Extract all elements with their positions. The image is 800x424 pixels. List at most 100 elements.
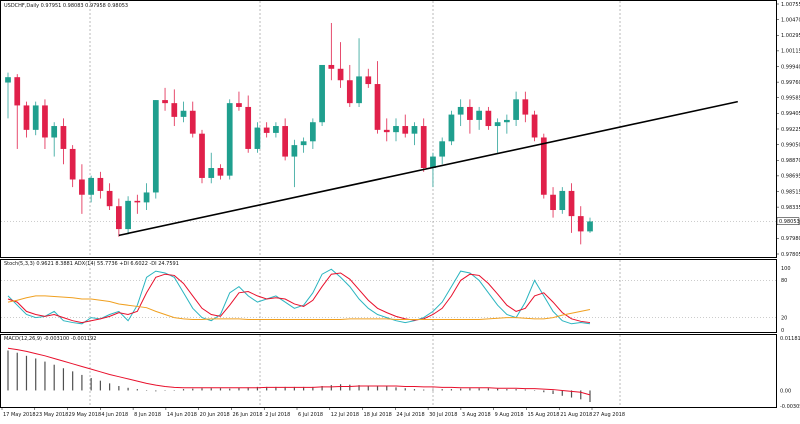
macd-histogram — [7, 347, 591, 402]
bull-candle — [319, 64, 325, 123]
macd-indicator-label: MACD(12,26,9) -0.003100 -0.001192 — [4, 336, 96, 342]
price-axis-label: 0.98335 — [781, 205, 800, 211]
price-axis-label: 0.98515 — [781, 189, 800, 195]
macd-axis-label: 0.011813 — [780, 336, 800, 342]
price-axis-label: 0.99405 — [781, 111, 800, 117]
price-axis-label: 0.99760 — [781, 80, 800, 86]
time-axis-label: 26 Jun 2018 — [232, 412, 262, 418]
bull-candle — [439, 141, 446, 157]
bear-candle — [577, 216, 584, 232]
bear-candle — [134, 200, 141, 203]
bear-candle — [199, 133, 205, 178]
time-axis-label: 20 Jun 2018 — [200, 412, 230, 418]
bear-candle — [106, 190, 113, 207]
macd-signal-line — [7, 347, 591, 396]
candlestick-series — [5, 22, 593, 245]
bull-candle — [180, 110, 187, 117]
bear-candle — [337, 68, 344, 81]
time-axis-label: 30 Jul 2018 — [429, 412, 457, 418]
bear-candle — [568, 190, 575, 217]
time-axis-label: 14 Jun 2018 — [167, 412, 197, 418]
time-axis-label: 24 Jul 2018 — [396, 412, 424, 418]
bull-candle — [476, 110, 483, 120]
time-axis-label: 8 Jun 2018 — [134, 412, 161, 418]
time-axis-label: 3 Aug 2018 — [462, 412, 491, 418]
current-price-tag — [776, 217, 800, 225]
bull-candle — [513, 99, 519, 120]
price-axis-label: 1.00470 — [781, 17, 800, 23]
price-axis-label: 0.99225 — [781, 127, 800, 133]
adx-line — [7, 295, 591, 320]
time-axis-label: 27 Aug 2018 — [593, 412, 625, 418]
bear-candle — [14, 77, 21, 106]
bear-candle — [263, 127, 270, 133]
bear-candle — [42, 105, 48, 138]
price-axis-label: 1.00755 — [781, 2, 800, 8]
time-axis-label: 9 Aug 2018 — [495, 412, 524, 418]
time-axis-label: 17 May 2018 — [3, 412, 36, 418]
bear-candle — [171, 103, 178, 117]
bull-candle — [32, 105, 39, 130]
bull-candle — [152, 100, 159, 193]
price-axis-label: 0.98695 — [781, 174, 800, 180]
bull-candle — [494, 122, 501, 127]
bear-candle — [420, 126, 427, 169]
bear-candle — [365, 76, 372, 85]
bear-candle — [69, 148, 76, 180]
bear-candle — [383, 129, 390, 133]
current-price-value: 0.98053 — [779, 219, 800, 225]
bear-candle — [236, 103, 242, 107]
bear-candle — [245, 106, 252, 149]
macd-axis-label: -0.003051 — [780, 404, 800, 410]
stoch-axis-label: 20 — [781, 315, 787, 321]
bear-candle — [531, 114, 538, 138]
time-axis-label: 2 Jul 2018 — [265, 412, 290, 418]
trendline[interactable] — [118, 100, 738, 237]
time-axis-label: 4 Jun 2018 — [101, 412, 128, 418]
bull-candle — [503, 119, 510, 123]
bear-candle — [374, 84, 381, 130]
bear-candle — [540, 137, 547, 195]
macd-pane[interactable] — [0, 334, 777, 408]
bear-candle — [467, 106, 473, 120]
bull-candle — [5, 77, 11, 83]
bear-candle — [217, 168, 224, 176]
time-axis-label: 12 Jul 2018 — [331, 412, 359, 418]
bear-candle — [522, 99, 529, 115]
bull-candle — [457, 106, 464, 115]
stoch-signal-line — [7, 272, 591, 324]
bear-candle — [346, 80, 353, 104]
price-axis-label: 0.99050 — [781, 142, 800, 148]
price-axis-label: 0.99940 — [781, 64, 800, 70]
bear-candle — [328, 64, 335, 69]
macd-axis-label: 0.00 — [780, 388, 791, 394]
bear-candle — [115, 206, 122, 230]
axis-labels: 1.00755 1.00470 1.00295 1.00115 0.99940 0.997… — [1, 2, 800, 418]
stoch-pane[interactable] — [0, 259, 777, 333]
bull-candle — [254, 127, 261, 149]
bull-candle — [309, 122, 316, 142]
stoch-main-line — [7, 268, 591, 325]
stoch-lines — [7, 268, 591, 325]
bear-candle — [162, 100, 168, 104]
price-axis-label: 1.00295 — [781, 33, 800, 39]
stoch-axis-label: 100 — [781, 266, 791, 272]
bull-candle — [448, 114, 455, 142]
bear-candle — [60, 126, 67, 149]
bear-candle — [79, 179, 85, 195]
price-axis-label: 0.97980 — [781, 236, 800, 242]
time-axis-label: 18 Jul 2018 — [364, 412, 392, 418]
bear-candle — [97, 177, 104, 191]
price-axis-label: 0.98870 — [781, 158, 800, 164]
instrument-label: USDCHF,Daily 0.97951 0.98083 0.97958 0.9… — [4, 3, 128, 9]
time-axis-label: 23 May 2018 — [36, 412, 69, 418]
bull-candle — [208, 168, 215, 178]
price-axis-label: 1.00115 — [781, 49, 800, 55]
bear-candle — [282, 126, 289, 157]
bull-candle — [291, 145, 298, 157]
bear-candle — [189, 110, 196, 134]
bull-candle — [411, 126, 418, 134]
bull-candle — [356, 76, 362, 104]
